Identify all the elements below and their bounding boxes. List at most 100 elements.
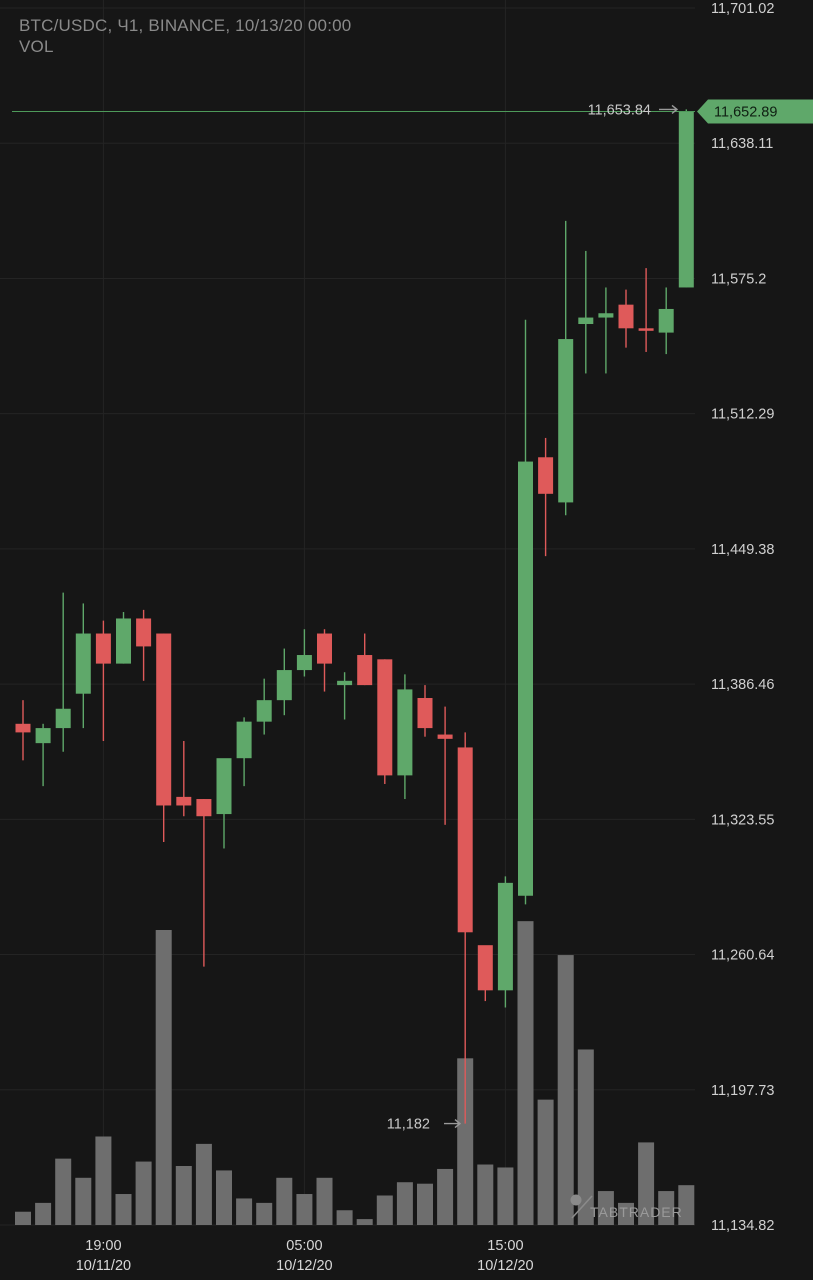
candle-body [116,618,131,664]
candle-body [578,317,594,325]
volume-bar [417,1183,433,1225]
candle-body [618,304,634,329]
candle-body [296,655,312,671]
candle-body [598,313,614,318]
y-tick-label: 11,512.29 [711,407,774,423]
candle [357,633,373,686]
candle-body [317,633,332,664]
volume-bar [95,1136,112,1225]
axes: 11,701.02 11,638.11 11,575.2 11,512.29 11,44… [76,1,775,1274]
candle-body [538,457,554,494]
volume-bars [15,921,695,1225]
x-tick-date: 10/11/20 [76,1258,131,1274]
candle-body [437,734,453,739]
candle [196,799,212,967]
candle [216,758,232,849]
candle [75,603,91,729]
candle-body [397,689,413,776]
candle [618,289,634,348]
volume-bar [316,1177,333,1225]
candle [176,740,192,817]
volume-bar [678,1185,695,1225]
candle [638,268,654,352]
candle-body [377,659,393,776]
y-tick-label: 11,575.2 [711,271,766,287]
volume-bar [296,1194,313,1225]
volume-bar [216,1170,232,1225]
candle [15,700,31,761]
volume-bar [115,1194,132,1225]
candle [317,629,332,692]
last-price-label: 11,652.89 [714,104,777,120]
candle [256,678,272,735]
price-candles [15,109,694,1124]
candle [377,659,393,784]
y-tick-label: 11,449.38 [711,542,774,558]
chart-title: BTC/USDC, Ч1, BINANCE, 10/13/20 00:00 [19,16,352,35]
volume-bar [356,1219,373,1225]
watermark-text: TABTRADER [590,1204,683,1220]
volume-bar [276,1177,293,1225]
y-tick-label: 11,386.46 [711,677,774,693]
candle-body [457,747,473,933]
candle [578,250,594,374]
last-price-tag [697,99,813,124]
candle-body [638,328,654,331]
low-price-arrow [444,1119,462,1129]
x-tick-date: 10/12/20 [477,1258,533,1274]
candle [276,648,292,716]
volume-bar [256,1202,273,1225]
volume-bar [236,1198,253,1225]
volume-bar [537,1099,554,1225]
volume-bar [658,1191,675,1225]
candle [538,437,554,557]
candle [678,109,694,288]
candle-body [518,461,533,896]
volume-bar [517,921,534,1225]
candle-body [256,700,272,722]
candle-body [95,633,111,664]
candle-body [55,708,71,729]
x-tick-time: 05:00 [286,1238,322,1254]
y-tick-label: 11,134.82 [711,1218,774,1234]
candle [558,220,574,516]
candle-body [156,633,172,806]
candle [477,945,493,1002]
high-price-label: 11,653.84 [588,102,651,118]
volume-bar [597,1191,614,1225]
x-tick-time: 19:00 [85,1238,121,1254]
volume-bar [396,1182,413,1225]
volume-bar [376,1195,393,1225]
volume-bar [55,1158,72,1225]
candle [598,287,614,374]
candle [156,633,172,843]
volume-bar [477,1164,494,1225]
volume-bar [135,1161,152,1225]
watermark-logo-dot [570,1194,582,1206]
volume-bar [577,1049,594,1225]
y-tick-label: 11,638.11 [711,136,773,152]
candle [136,609,152,681]
low-price-label: 11,182 [387,1117,430,1133]
y-tick-label: 11,323.55 [711,812,774,828]
volume-bar [15,1211,31,1225]
candle-body [558,339,574,503]
volume-bar [638,1142,655,1225]
candle [337,672,353,720]
x-tick-date: 10/12/20 [276,1258,332,1274]
high-price-arrow [659,104,679,114]
candle-body [276,670,292,701]
volume-bar [195,1143,212,1225]
candle [417,685,433,737]
candle-body [216,758,232,815]
candle-body [658,308,674,333]
candle-body [497,882,513,991]
candle-body [417,698,433,729]
candle [116,612,131,664]
candle-body [15,723,31,733]
candle-body [678,111,694,288]
candle [437,706,453,825]
y-tick-label: 11,197.73 [711,1083,774,1099]
watermark: TABTRADER [570,1194,683,1220]
